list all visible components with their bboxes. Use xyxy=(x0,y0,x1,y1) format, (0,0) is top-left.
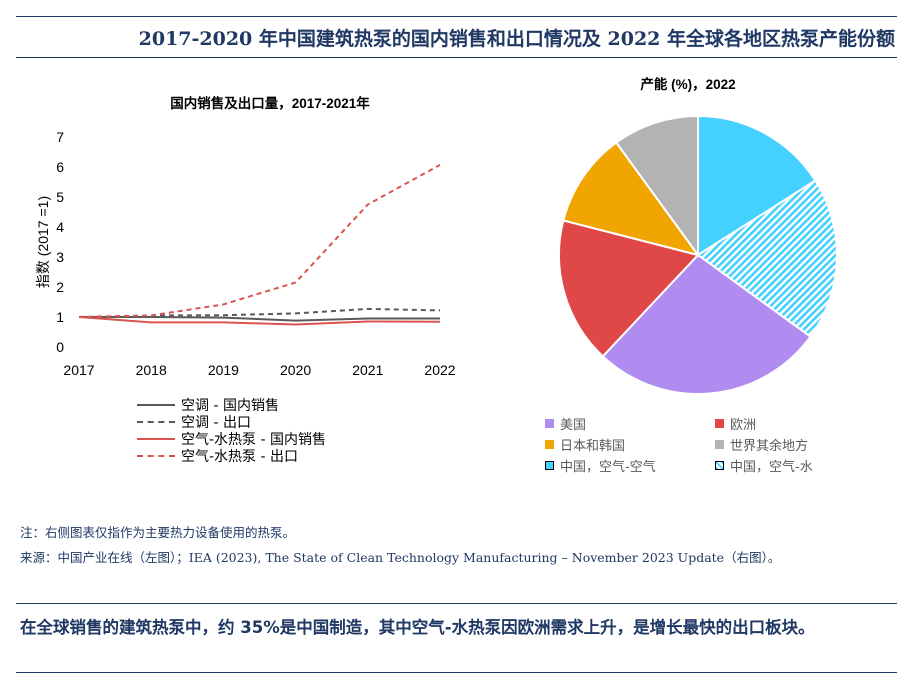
pie-chart: 产能 (%)，2022 xyxy=(558,76,838,395)
charts-canvas: 国内销售及出口量，2017-2021年 0 1 2 3 4 5 6 7 2017 2018 2019 2… xyxy=(35,76,838,395)
pie-legend-item: 中国，空气-水 xyxy=(715,456,885,475)
legend-swatch xyxy=(715,419,724,428)
legend-line-sample xyxy=(137,420,175,423)
pie-legend-row: 日本和韩国 世界其余地方 xyxy=(545,434,885,455)
pie-slice-2 xyxy=(696,179,838,339)
line-legend-item: 空气-水热泵 - 国内销售 xyxy=(137,430,327,448)
x-tick-label: 2022 xyxy=(424,362,455,378)
legend-label: 日本和韩国 xyxy=(560,439,626,454)
legend-label: 美国 xyxy=(560,418,587,433)
pie-legend-item: 中国，空气-空气 xyxy=(545,456,715,475)
pie-legend-item: 日本和韩国 xyxy=(545,435,715,454)
pie-legend-item: 美国 xyxy=(545,414,715,433)
legend-label: 中国，空气-水 xyxy=(730,460,813,475)
legend-label: 空气-水热泵 - 出口 xyxy=(181,448,299,465)
legend-line-sample xyxy=(137,403,175,406)
line-legend-item: 空调 - 国内销售 xyxy=(137,396,326,414)
pie-slice-1 xyxy=(697,114,817,257)
pie-legend-row: 美国 欧洲 xyxy=(545,413,885,434)
series-line-4 xyxy=(78,164,441,318)
y-tick-label: 3 xyxy=(56,249,64,265)
pie-slice-5 xyxy=(562,141,701,257)
source-rule xyxy=(16,603,897,604)
bottom-rule xyxy=(16,672,897,673)
y-tick-label: 1 xyxy=(56,309,64,325)
y-tick-label: 5 xyxy=(56,189,64,205)
legend-label: 中国，空气-空气 xyxy=(560,460,656,475)
legend-line-sample xyxy=(137,454,175,457)
y-tick-label: 0 xyxy=(56,339,64,355)
pie-chart-legend: 美国 欧洲日本和韩国 世界其余地方中国，空气-空气 中国，空气-水 xyxy=(545,413,885,476)
series-line-3 xyxy=(78,316,441,326)
y-tick-label: 4 xyxy=(56,219,64,235)
conclusion-text: 在全球销售的建筑热泵中，约 35%是中国制造，其中空气-水热泵因欧洲需求上升，是… xyxy=(20,618,815,637)
y-axis-label: 指数 (2017 =1) xyxy=(35,196,51,288)
legend-swatch xyxy=(715,440,724,449)
legend-label: 欧洲 xyxy=(730,418,757,433)
x-tick-label: 2020 xyxy=(280,362,311,378)
legend-swatch xyxy=(715,461,724,470)
legend-line-sample xyxy=(137,437,175,440)
pie-chart-title: 产能 (%)，2022 xyxy=(640,76,735,92)
legend-label: 世界其余地方 xyxy=(730,439,809,454)
x-tick-label: 2017 xyxy=(63,362,94,378)
x-tick-label: 2019 xyxy=(208,362,239,378)
footnote: 注：右侧图表仅指作为主要热力设备使用的热泵。 xyxy=(20,525,296,540)
line-chart-title: 国内销售及出口量，2017-2021年 xyxy=(170,95,370,111)
pie-slice-3 xyxy=(601,253,812,395)
line-chart-legend: 空调 - 国内销售 空调 - 出口 空气-水热泵 - 国内销售 空气-水热泵 - 出口 xyxy=(137,396,327,465)
pie-legend-row: 中国，空气-空气 中国，空气-水 xyxy=(545,455,885,476)
pie-legend-item: 世界其余地方 xyxy=(715,435,885,454)
legend-swatch xyxy=(545,440,554,449)
pie-slice-6 xyxy=(614,114,699,259)
line-chart: 国内销售及出口量，2017-2021年 0 1 2 3 4 5 6 7 2017 2018 2019 2… xyxy=(35,95,456,378)
pie-slice-4 xyxy=(558,219,700,358)
title-rule xyxy=(16,57,897,58)
legend-swatch xyxy=(545,419,554,428)
y-tick-label: 6 xyxy=(56,159,64,175)
x-tick-label: 2021 xyxy=(352,362,383,378)
y-tick-label: 2 xyxy=(56,279,64,295)
legend-swatch xyxy=(545,461,554,470)
line-legend-item: 空气-水热泵 - 出口 xyxy=(137,447,326,465)
source-note: 来源：中国产业在线（左图）；IEA (2023), The State of C… xyxy=(20,550,781,565)
series-line-2 xyxy=(78,307,441,318)
series-line-1 xyxy=(79,316,440,322)
y-tick-label: 7 xyxy=(56,129,64,145)
x-tick-label: 2018 xyxy=(136,362,167,378)
line-legend-item: 空调 - 出口 xyxy=(137,413,326,431)
page-title: 2017-2020 年中国建筑热泵的国内销售和出口情况及 2022 年全球各地区… xyxy=(138,28,895,50)
legend-label: 空调 - 国内销售 xyxy=(181,397,279,414)
legend-label: 空气-水热泵 - 国内销售 xyxy=(181,431,327,448)
top-rule xyxy=(16,16,897,17)
legend-label: 空调 - 出口 xyxy=(181,414,251,431)
pie-legend-item: 欧洲 xyxy=(715,414,885,433)
